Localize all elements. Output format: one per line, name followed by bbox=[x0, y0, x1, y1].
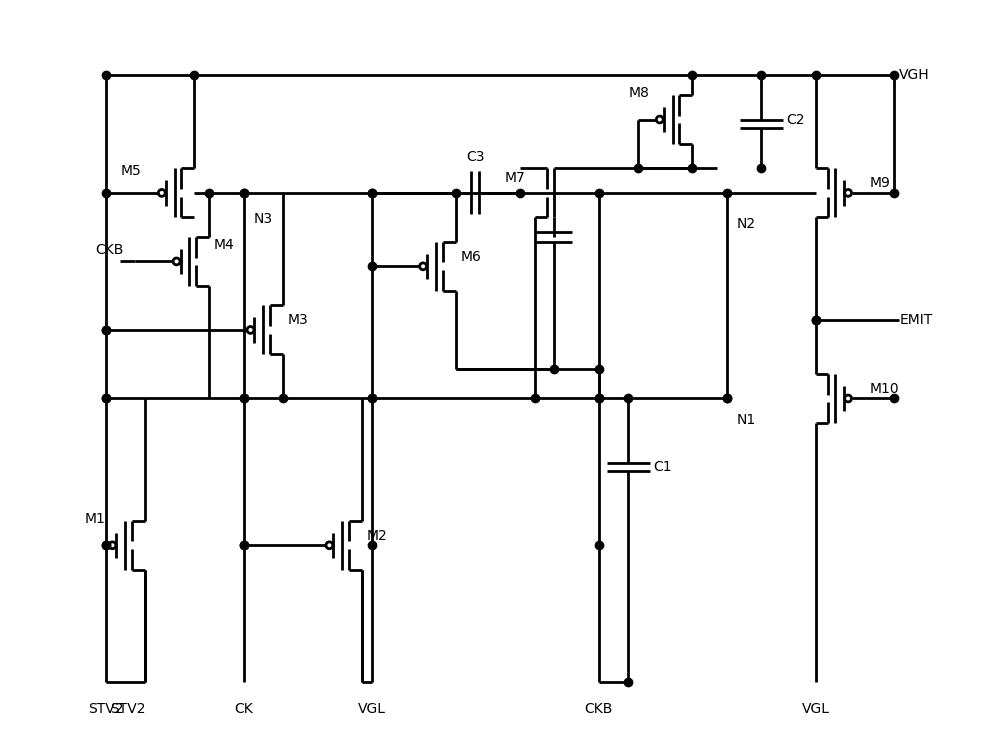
Text: M6: M6 bbox=[461, 250, 481, 263]
Text: VGL: VGL bbox=[358, 702, 386, 716]
Text: VGL: VGL bbox=[802, 702, 830, 716]
Text: M8: M8 bbox=[628, 86, 649, 100]
Text: C2: C2 bbox=[786, 112, 804, 126]
Text: M10: M10 bbox=[870, 381, 899, 396]
Text: STV2: STV2 bbox=[88, 702, 123, 716]
Text: M3: M3 bbox=[288, 313, 309, 327]
Text: N3: N3 bbox=[253, 212, 273, 227]
Text: N1: N1 bbox=[737, 413, 756, 427]
Text: STV2: STV2 bbox=[110, 702, 146, 716]
Text: EMIT: EMIT bbox=[899, 313, 933, 327]
Text: CKB: CKB bbox=[584, 702, 613, 716]
Text: M1: M1 bbox=[85, 512, 106, 526]
Text: CK: CK bbox=[234, 702, 253, 716]
Text: M9: M9 bbox=[870, 176, 891, 190]
Text: C3: C3 bbox=[466, 150, 485, 164]
Text: M5: M5 bbox=[120, 165, 141, 178]
Text: CKB: CKB bbox=[96, 242, 124, 257]
Text: M4: M4 bbox=[214, 238, 235, 251]
Text: VGH: VGH bbox=[899, 69, 930, 82]
Text: M7: M7 bbox=[505, 171, 526, 186]
Text: C1: C1 bbox=[653, 460, 671, 474]
Text: M2: M2 bbox=[367, 529, 388, 542]
Text: N2: N2 bbox=[737, 218, 756, 231]
